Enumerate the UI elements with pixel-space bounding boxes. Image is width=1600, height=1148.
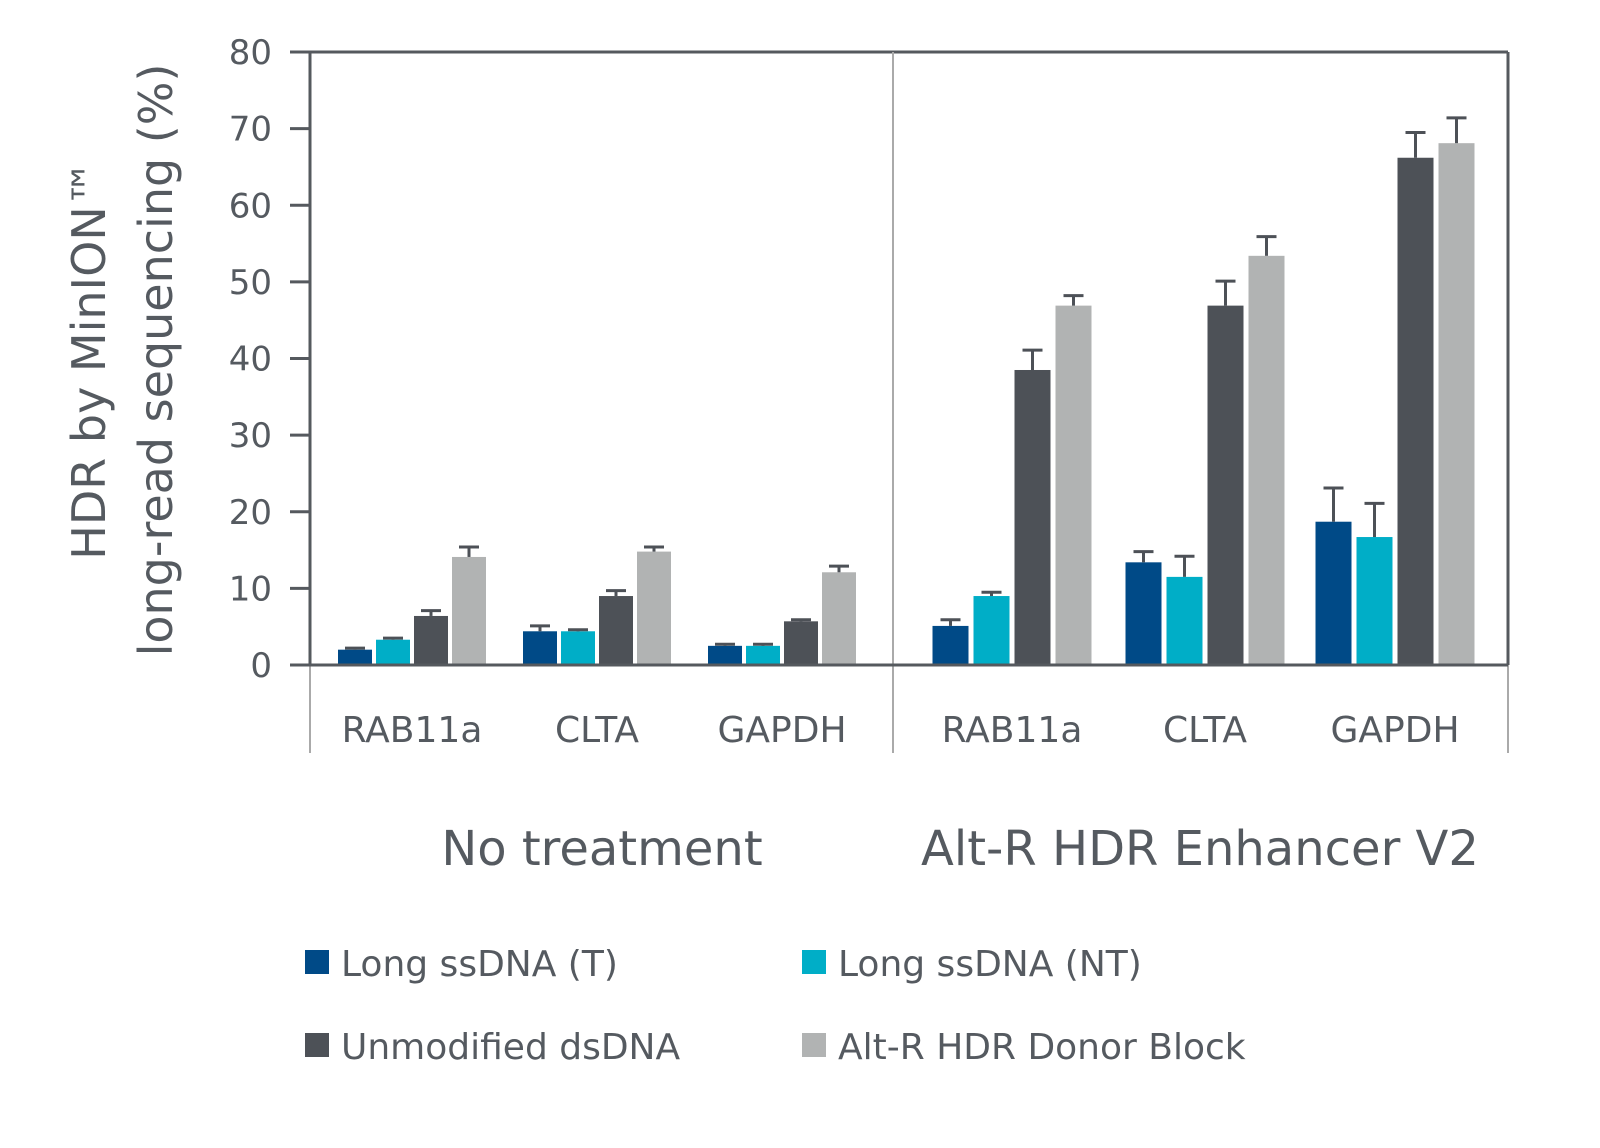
category-label: RAB11a [942,710,1083,751]
panel-label: Alt-R HDR Enhancer V2 [921,821,1479,877]
legend-item: Alt-R HDR Donor Block [802,1027,1246,1068]
legend-item: Unmodified dsDNA [305,1027,680,1068]
bar-long-ssdna-t--rab11a [338,649,372,665]
legend-item: Long ssDNA (T) [305,944,618,985]
bar-long-ssdna-t--rab11a [932,625,969,665]
legend-label: Long ssDNA (T) [341,944,618,985]
bar-long-ssdna-nt--clta [561,631,595,665]
bar-unmodified-dsdna-gapdh [784,621,818,665]
y-axis-label: HDR by MinION™ long-read sequencing (%) [62,64,183,657]
bar-long-ssdna-nt--rab11a [376,639,410,665]
bar-alt-r-hdr-donor-block-rab11a [1055,305,1092,665]
bar-long-ssdna-t--clta [523,631,557,665]
y-axis-label-line2: long-read sequencing (%) [129,64,183,657]
bar-unmodified-dsdna-rab11a [414,615,448,665]
bar-alt-r-hdr-donor-block-gapdh [1438,143,1475,666]
bar-unmodified-dsdna-gapdh [1397,157,1434,665]
bar-long-ssdna-t--gapdh [1315,521,1352,665]
bar-long-ssdna-nt--rab11a [973,596,1010,665]
category-label: GAPDH [717,710,846,751]
bar-long-ssdna-t--clta [1125,562,1162,665]
legend-label: Unmodified dsDNA [341,1027,680,1068]
y-tick-label: 80 [229,33,272,73]
legend-swatch [305,950,329,974]
category-label: RAB11a [342,710,483,751]
y-tick-label: 30 [229,416,272,456]
bar-long-ssdna-nt--gapdh [1356,537,1393,665]
bar-alt-r-hdr-donor-block-clta [637,551,671,665]
y-tick-label: 40 [229,340,272,380]
y-tick-label: 0 [250,646,272,686]
legend-swatch [802,1033,826,1057]
legend-label: Long ssDNA (NT) [838,944,1142,985]
bar-unmodified-dsdna-clta [599,596,633,665]
bar-unmodified-dsdna-rab11a [1014,369,1051,665]
panel-label: No treatment [441,821,762,877]
category-label: CLTA [1163,710,1247,751]
legend-label: Alt-R HDR Donor Block [838,1027,1246,1068]
bar-alt-r-hdr-donor-block-clta [1248,255,1285,665]
y-tick-label: 20 [229,493,272,533]
bar-unmodified-dsdna-clta [1207,305,1244,665]
legend-swatch [802,950,826,974]
bar-long-ssdna-t--gapdh [708,645,742,665]
y-tick-label: 10 [229,569,272,609]
y-tick-label: 60 [229,186,272,226]
legend-item: Long ssDNA (NT) [802,944,1142,985]
y-tick-label: 70 [229,110,272,150]
bar-long-ssdna-nt--gapdh [746,645,780,665]
y-tick-label: 50 [229,263,272,303]
bar-long-ssdna-nt--clta [1166,576,1203,665]
category-label: GAPDH [1330,710,1459,751]
y-axis-label-line1: HDR by MinION™ [62,160,116,559]
legend-swatch [305,1033,329,1057]
bar-alt-r-hdr-donor-block-gapdh [822,572,856,665]
bar-alt-r-hdr-donor-block-rab11a [452,556,486,665]
category-label: CLTA [555,710,639,751]
